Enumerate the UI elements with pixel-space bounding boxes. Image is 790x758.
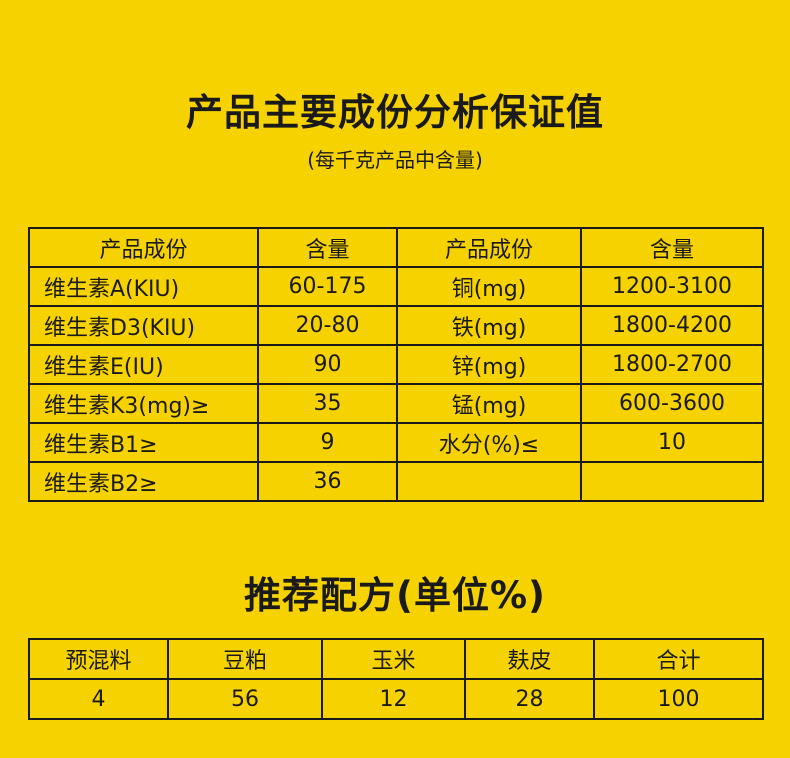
table-row: 4 56 12 28 100 (28, 678, 764, 720)
content-cell: 20-80 (257, 305, 398, 346)
value-cell: 56 (167, 678, 323, 720)
column-header: 产品成份 (396, 227, 582, 268)
table-row: 维生素B1≥ 9 水分(%)≤ 10 (28, 422, 764, 463)
content-cell: 10 (580, 422, 764, 463)
ingredient-cell: 铜(mg) (396, 266, 582, 307)
column-header: 产品成份 (28, 227, 259, 268)
ingredient-cell: 水分(%)≤ (396, 422, 582, 463)
content-cell: 1200-3100 (580, 266, 764, 307)
page-title: 产品主要成份分析保证值 (186, 91, 604, 134)
value-cell: 4 (28, 678, 169, 720)
column-header: 预混料 (28, 638, 169, 680)
ingredient-cell: 锰(mg) (396, 383, 582, 424)
table-row: 维生素D3(KIU) 20-80 铁(mg) 1800-4200 (28, 305, 764, 346)
value-cell: 28 (464, 678, 595, 720)
formula-title: 推荐配方(单位%) (244, 574, 546, 617)
ingredient-cell: 维生素E(IU) (28, 344, 259, 385)
ingredient-cell: 维生素B2≥ (28, 461, 259, 502)
column-header: 合计 (593, 638, 764, 680)
ingredient-cell: 维生素D3(KIU) (28, 305, 259, 346)
content-cell: 35 (257, 383, 398, 424)
value-cell: 12 (321, 678, 466, 720)
table-header-row: 产品成份 含量 产品成份 含量 (28, 227, 764, 268)
ingredient-cell: 维生素K3(mg)≥ (28, 383, 259, 424)
column-header: 含量 (580, 227, 764, 268)
content-cell: 36 (257, 461, 398, 502)
formula-table: 预混料 豆粕 玉米 麸皮 合计 4 56 12 28 100 (28, 638, 764, 720)
column-header: 麸皮 (464, 638, 595, 680)
ingredient-cell (396, 461, 582, 502)
content-cell (580, 461, 764, 502)
content-cell: 600-3600 (580, 383, 764, 424)
ingredient-cell: 维生素A(KIU) (28, 266, 259, 307)
ingredient-cell: 铁(mg) (396, 305, 582, 346)
column-header: 含量 (257, 227, 398, 268)
column-header: 玉米 (321, 638, 466, 680)
table-row: 维生素A(KIU) 60-175 铜(mg) 1200-3100 (28, 266, 764, 307)
analysis-table: 产品成份 含量 产品成份 含量 维生素A(KIU) 60-175 铜(mg) 1200-310… (28, 227, 764, 502)
content-cell: 1800-2700 (580, 344, 764, 385)
table-row: 维生素B2≥ 36 (28, 461, 764, 502)
table-header-row: 预混料 豆粕 玉米 麸皮 合计 (28, 638, 764, 680)
column-header: 豆粕 (167, 638, 323, 680)
content-cell: 90 (257, 344, 398, 385)
page-subtitle: (每千克产品中含量) (307, 148, 483, 172)
ingredient-cell: 维生素B1≥ (28, 422, 259, 463)
value-cell: 100 (593, 678, 764, 720)
table-row: 维生素K3(mg)≥ 35 锰(mg) 600-3600 (28, 383, 764, 424)
table-row: 维生素E(IU) 90 锌(mg) 1800-2700 (28, 344, 764, 385)
content-cell: 1800-4200 (580, 305, 764, 346)
ingredient-cell: 锌(mg) (396, 344, 582, 385)
content-cell: 9 (257, 422, 398, 463)
content-cell: 60-175 (257, 266, 398, 307)
